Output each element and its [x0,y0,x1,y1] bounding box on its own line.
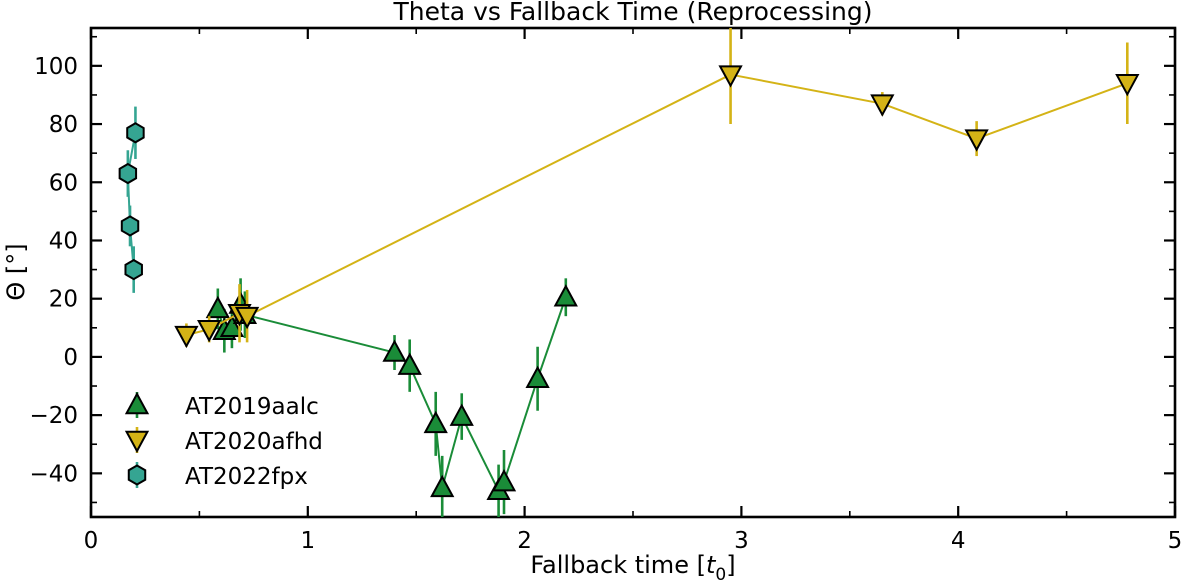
data-point-marker [1115,74,1140,97]
y-tick-label: −40 [29,461,78,487]
data-point-marker [870,94,895,117]
x-tick-label: 2 [517,528,532,554]
legend-entry-at2020afhd: AT2020afhd [124,427,323,455]
data-point-marker [449,403,474,426]
data-point-marker [423,410,448,434]
legend-label: AT2020afhd [185,429,323,455]
y-tick-label: 0 [63,345,78,371]
legend-entry-at2022fpx: AT2022fpx [127,462,308,490]
data-point-marker [382,339,407,362]
x-label-variable: t [706,551,717,579]
x-label-main: Fallback time [ [530,551,706,579]
data-point-marker [174,325,199,349]
data-point-marker [197,320,222,343]
data-point-marker [219,314,245,338]
data-point-marker [553,284,578,307]
y-tick-label: 80 [49,112,78,138]
data-point-marker [525,365,550,388]
legend-marker [127,464,147,486]
data-point-marker [430,474,455,498]
y-tick-label: 60 [49,170,78,196]
legend-marker [124,391,150,415]
x-tick-label: 3 [734,528,749,554]
legend-label: AT2022fpx [185,464,308,490]
x-tick-label: 0 [84,528,99,554]
data-point-marker [491,468,517,492]
y-tick-label: 40 [49,228,78,254]
data-point-marker [397,352,422,375]
data-point-marker [964,129,989,152]
series-at2022fpx [118,106,145,293]
x-tick-label: 4 [951,528,966,554]
data-point-marker [234,306,260,330]
legend-label: AT2019aalc [185,394,319,420]
x-label-tail: ] [726,551,735,579]
x-axis-label: Fallback time [t0] [530,551,735,583]
data-point-marker [124,258,143,281]
y-tick-label: 20 [49,287,78,313]
data-point-marker [120,215,140,237]
data-point-marker [118,162,138,185]
series-line [126,132,137,270]
y-axis-ticks: −40 −20 0 20 40 60 80 100 [29,35,1175,504]
x-tick-label: 5 [1168,528,1183,554]
y-tick-label: −20 [29,403,78,429]
x-label-subscript: 0 [715,565,726,583]
data-point-marker [205,295,230,319]
data-point-marker [718,65,743,88]
legend-entry-at2019aalc: AT2019aalc [124,391,319,420]
x-tick-label: 1 [300,528,315,554]
data-point-marker [126,122,145,144]
y-axis-label: Θ [°] [2,243,30,300]
y-tick-label: 100 [34,54,78,80]
x-axis-ticks: 0 1 2 3 4 5 [84,28,1183,554]
series-at2020afhd [174,28,1140,349]
chart-title: Theta vs Fallback Time (Reprocessing) [393,0,873,26]
chart-legend: AT2019aalc AT2020afhd AT2022fpx [124,391,323,490]
legend-marker [124,430,150,454]
data-series-layer [118,28,1140,517]
